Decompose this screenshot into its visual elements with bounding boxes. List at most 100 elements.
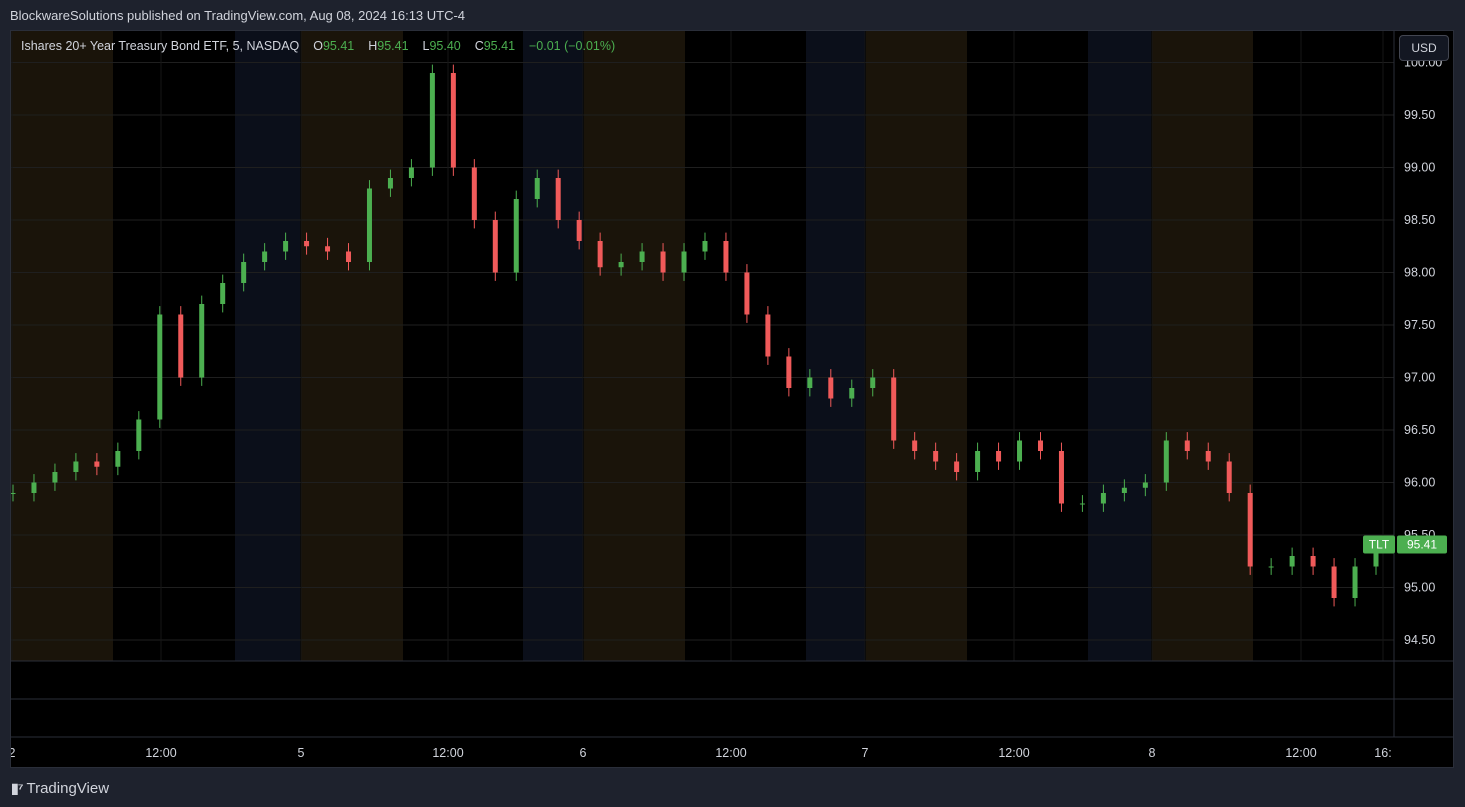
brand-name: TradingView <box>26 780 110 797</box>
x-tick-label: 12:00 <box>715 746 746 760</box>
candle-body <box>996 451 1002 462</box>
session-band <box>806 31 865 661</box>
symbol-legend: Ishares 20+ Year Treasury Bond ETF, 5, N… <box>21 39 615 53</box>
candle-body <box>1289 556 1295 567</box>
candle-body <box>429 73 435 168</box>
y-tick-label: 97.50 <box>1404 318 1435 332</box>
open-value: 95.41 <box>322 39 355 53</box>
y-tick-label: 99.00 <box>1404 161 1435 175</box>
chart-frame[interactable]: 100.00 99.50 99.00 98.50 98.00 97.50 97.00 96.5… <box>10 30 1454 768</box>
candle-body <box>178 314 184 378</box>
currency-button[interactable]: USD <box>1399 35 1449 61</box>
x-tick-label: 8 <box>1149 746 1156 760</box>
candle-body <box>1247 493 1253 567</box>
candle-body <box>639 251 645 262</box>
candle-body <box>597 241 603 268</box>
price-chart[interactable]: 100.0099.5099.0098.5098.0097.5097.0096.5… <box>11 31 1453 767</box>
candle-body <box>1037 440 1043 451</box>
candle-body <box>660 251 666 273</box>
x-tick-label: 16: <box>1374 746 1391 760</box>
candle-body <box>283 241 289 252</box>
candle-body <box>807 377 813 388</box>
candle-body <box>1163 440 1169 483</box>
tradingview-footer[interactable]: ▮⁷ TradingView <box>11 780 109 797</box>
candle-body <box>325 246 331 252</box>
candle-body <box>1100 493 1106 504</box>
last-price-tag <box>1397 535 1447 554</box>
candle-body <box>681 251 687 273</box>
x-tick-label: 12:00 <box>432 746 463 760</box>
candle-body <box>387 178 393 189</box>
session-band <box>584 31 685 661</box>
candle-body <box>849 388 855 399</box>
session-band <box>1152 31 1253 661</box>
y-tick-label: 94.50 <box>1404 633 1435 647</box>
candle-body <box>492 220 498 273</box>
candle-body <box>702 241 708 252</box>
candle-body <box>220 283 226 304</box>
candle-body <box>786 356 792 388</box>
y-tick-label: 98.50 <box>1404 213 1435 227</box>
x-tick-label: 2 <box>11 746 16 760</box>
y-tick-label: 95.00 <box>1404 581 1435 595</box>
change-value: −0.01 (−0.01%) <box>528 39 616 53</box>
candle-body <box>723 241 729 273</box>
candle-body <box>1017 440 1023 462</box>
x-tick-label: 6 <box>580 746 587 760</box>
high-label: H <box>368 39 378 53</box>
ticker-tag <box>1363 535 1395 554</box>
y-tick-label: 96.00 <box>1404 476 1435 490</box>
close-label: C <box>474 39 484 53</box>
open-label: O <box>313 39 323 53</box>
candle-body <box>1352 566 1358 598</box>
candle-body <box>471 167 477 220</box>
x-tick-label: 7 <box>862 746 869 760</box>
candle-body <box>73 461 79 472</box>
x-tick-label: 12:00 <box>998 746 1029 760</box>
candle-body <box>912 440 918 451</box>
candle-body <box>576 220 582 241</box>
candle-body <box>744 272 750 315</box>
candle-body <box>765 314 771 357</box>
candle-body <box>870 377 876 388</box>
session-band <box>523 31 583 661</box>
session-band <box>1088 31 1151 661</box>
candle-body <box>1226 461 1232 493</box>
candle-body <box>513 199 519 273</box>
symbol-title: Ishares 20+ Year Treasury Bond ETF, 5, N… <box>21 39 300 53</box>
candle-body <box>1331 566 1337 598</box>
low-label: L <box>422 39 430 53</box>
candle-body <box>954 461 960 472</box>
publisher-header: BlockwareSolutions published on TradingV… <box>10 8 466 23</box>
candle-body <box>346 251 352 262</box>
low-value: 95.40 <box>429 39 461 53</box>
session-band <box>866 31 967 661</box>
candle-body <box>1058 451 1064 504</box>
candle-body <box>828 377 834 399</box>
candle-body <box>534 178 540 199</box>
session-band <box>235 31 300 661</box>
y-tick-label: 98.00 <box>1404 266 1435 280</box>
x-tick-label: 12:00 <box>1285 746 1316 760</box>
y-tick-label: 99.50 <box>1404 108 1435 122</box>
y-tick-label: 97.00 <box>1404 371 1435 385</box>
candle-body <box>933 451 939 462</box>
candle-body <box>1184 440 1190 451</box>
candle-body <box>241 262 247 283</box>
candle-body <box>52 472 58 483</box>
candle-body <box>975 451 981 472</box>
candle-body <box>1121 487 1127 493</box>
candle-body <box>157 314 163 420</box>
candle-body <box>115 451 121 467</box>
last-price-label: 95.41 <box>1407 537 1437 551</box>
y-tick-label: 96.50 <box>1404 423 1435 437</box>
candle-body <box>1268 566 1274 568</box>
session-band <box>301 31 403 661</box>
close-value: 95.41 <box>483 39 516 53</box>
candle-body <box>1205 451 1211 462</box>
candle-body <box>408 167 414 178</box>
candle-body <box>136 419 142 451</box>
candle-body <box>618 262 624 268</box>
candle-body <box>366 188 372 262</box>
ticker-tag-label: TLT <box>1369 537 1390 551</box>
